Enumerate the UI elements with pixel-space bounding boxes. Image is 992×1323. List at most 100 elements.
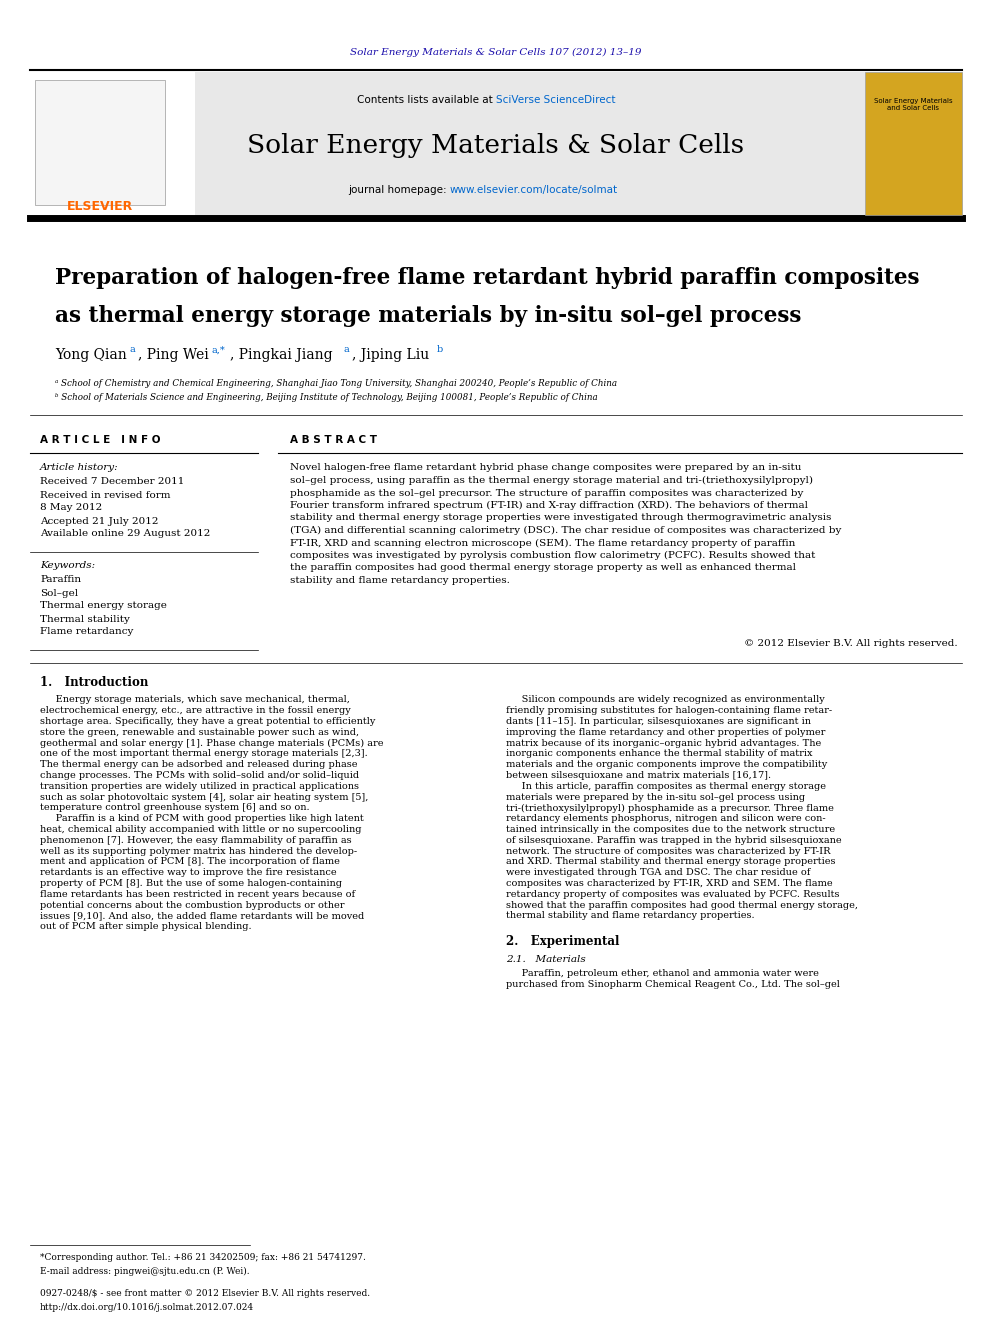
Text: composites was characterized by FT-IR, XRD and SEM. The flame: composites was characterized by FT-IR, X… bbox=[506, 878, 832, 888]
Text: a: a bbox=[129, 345, 135, 355]
Text: as thermal energy storage materials by in-situ sol–gel process: as thermal energy storage materials by i… bbox=[55, 306, 802, 327]
Text: Article history:: Article history: bbox=[40, 463, 119, 472]
Text: property of PCM [8]. But the use of some halogen-containing: property of PCM [8]. But the use of some… bbox=[40, 878, 342, 888]
Text: ᵇ School of Materials Science and Engineering, Beijing Institute of Technology, : ᵇ School of Materials Science and Engine… bbox=[55, 393, 598, 402]
Text: Sol–gel: Sol–gel bbox=[40, 589, 78, 598]
Text: Flame retardancy: Flame retardancy bbox=[40, 627, 133, 636]
Text: Solar Energy Materials
and Solar Cells: Solar Energy Materials and Solar Cells bbox=[874, 98, 952, 111]
Text: tained intrinsically in the composites due to the network structure: tained intrinsically in the composites d… bbox=[506, 826, 835, 833]
Text: flame retardants has been restricted in recent years because of: flame retardants has been restricted in … bbox=[40, 890, 355, 898]
Text: , Ping Wei: , Ping Wei bbox=[138, 348, 208, 363]
Text: Solar Energy Materials & Solar Cells: Solar Energy Materials & Solar Cells bbox=[247, 132, 745, 157]
Bar bbox=[35, 79, 165, 205]
Text: a: a bbox=[343, 345, 349, 355]
Text: sol–gel process, using paraffin as the thermal energy storage material and tri-(: sol–gel process, using paraffin as the t… bbox=[290, 476, 813, 486]
Text: a,*: a,* bbox=[211, 345, 225, 355]
Text: phosphamide as the sol–gel precursor. The structure of paraffin composites was c: phosphamide as the sol–gel precursor. Th… bbox=[290, 488, 804, 497]
Text: one of the most important thermal energy storage materials [2,3].: one of the most important thermal energy… bbox=[40, 750, 368, 758]
Text: The thermal energy can be adsorbed and released during phase: The thermal energy can be adsorbed and r… bbox=[40, 761, 357, 769]
Text: retardants is an effective way to improve the fire resistance: retardants is an effective way to improv… bbox=[40, 868, 336, 877]
Text: *Corresponding author. Tel.: +86 21 34202509; fax: +86 21 54741297.: *Corresponding author. Tel.: +86 21 3420… bbox=[40, 1253, 366, 1262]
Text: Keywords:: Keywords: bbox=[40, 561, 95, 570]
Text: A B S T R A C T: A B S T R A C T bbox=[290, 435, 377, 445]
Text: thermal stability and flame retardancy properties.: thermal stability and flame retardancy p… bbox=[506, 912, 755, 921]
Text: heat, chemical ability accompanied with little or no supercooling: heat, chemical ability accompanied with … bbox=[40, 826, 361, 833]
Text: 8 May 2012: 8 May 2012 bbox=[40, 504, 102, 512]
Text: Yong Qian: Yong Qian bbox=[55, 348, 127, 363]
Text: retardancy elements phosphorus, nitrogen and silicon were con-: retardancy elements phosphorus, nitrogen… bbox=[506, 814, 825, 823]
Text: stability and thermal energy storage properties were investigated through thermo: stability and thermal energy storage pro… bbox=[290, 513, 831, 523]
Text: change processes. The PCMs with solid–solid and/or solid–liquid: change processes. The PCMs with solid–so… bbox=[40, 771, 359, 781]
Text: composites was investigated by pyrolysis combustion flow calorimetry (PCFC). Res: composites was investigated by pyrolysis… bbox=[290, 550, 815, 560]
Text: store the green, renewable and sustainable power such as wind,: store the green, renewable and sustainab… bbox=[40, 728, 359, 737]
Text: , Jiping Liu: , Jiping Liu bbox=[352, 348, 430, 363]
Text: Accepted 21 July 2012: Accepted 21 July 2012 bbox=[40, 516, 159, 525]
Text: (TGA) and differential scanning calorimetry (DSC). The char residue of composite: (TGA) and differential scanning calorime… bbox=[290, 527, 841, 534]
Text: Novel halogen-free flame retardant hybrid phase change composites were prepared : Novel halogen-free flame retardant hybri… bbox=[290, 463, 802, 472]
Text: Solar Energy Materials & Solar Cells 107 (2012) 13–19: Solar Energy Materials & Solar Cells 107… bbox=[350, 48, 642, 57]
Text: Silicon compounds are widely recognized as environmentally: Silicon compounds are widely recognized … bbox=[506, 696, 824, 705]
Text: inorganic components enhance the thermal stability of matrix: inorganic components enhance the thermal… bbox=[506, 750, 812, 758]
Bar bbox=[865, 71, 962, 216]
Text: 2.1.   Materials: 2.1. Materials bbox=[506, 955, 585, 964]
Text: ᵃ School of Chemistry and Chemical Engineering, Shanghai Jiao Tong University, S: ᵃ School of Chemistry and Chemical Engin… bbox=[55, 378, 617, 388]
Text: 0927-0248/$ - see front matter © 2012 Elsevier B.V. All rights reserved.: 0927-0248/$ - see front matter © 2012 El… bbox=[40, 1289, 370, 1298]
Text: materials and the organic components improve the compatibility: materials and the organic components imp… bbox=[506, 761, 827, 769]
Text: Energy storage materials, which save mechanical, thermal,: Energy storage materials, which save mec… bbox=[40, 696, 350, 705]
Text: retardancy property of composites was evaluated by PCFC. Results: retardancy property of composites was ev… bbox=[506, 890, 839, 898]
Text: ELSEVIER: ELSEVIER bbox=[66, 201, 133, 213]
Text: electrochemical energy, etc., are attractive in the fossil energy: electrochemical energy, etc., are attrac… bbox=[40, 706, 351, 716]
Text: Paraffin: Paraffin bbox=[40, 576, 81, 585]
Text: well as its supporting polymer matrix has hindered the develop-: well as its supporting polymer matrix ha… bbox=[40, 847, 357, 856]
Text: www.elsevier.com/locate/solmat: www.elsevier.com/locate/solmat bbox=[450, 185, 618, 194]
Text: , Pingkai Jiang: , Pingkai Jiang bbox=[230, 348, 332, 363]
Text: Fourier transform infrared spectrum (FT-IR) and X-ray diffraction (XRD). The beh: Fourier transform infrared spectrum (FT-… bbox=[290, 501, 808, 511]
Text: the paraffin composites had good thermal energy storage property as well as enha: the paraffin composites had good thermal… bbox=[290, 564, 796, 573]
Text: © 2012 Elsevier B.V. All rights reserved.: © 2012 Elsevier B.V. All rights reserved… bbox=[744, 639, 958, 648]
Text: Received 7 December 2011: Received 7 December 2011 bbox=[40, 478, 185, 487]
Text: and XRD. Thermal stability and thermal energy storage properties: and XRD. Thermal stability and thermal e… bbox=[506, 857, 835, 867]
Text: were investigated through TGA and DSC. The char residue of: were investigated through TGA and DSC. T… bbox=[506, 868, 810, 877]
Text: materials were prepared by the in-situ sol–gel process using: materials were prepared by the in-situ s… bbox=[506, 792, 806, 802]
Text: journal homepage:: journal homepage: bbox=[348, 185, 450, 194]
Text: of silsesquioxane. Paraffin was trapped in the hybrid silsesquioxane: of silsesquioxane. Paraffin was trapped … bbox=[506, 836, 841, 845]
Text: issues [9,10]. And also, the added flame retardants will be moved: issues [9,10]. And also, the added flame… bbox=[40, 912, 364, 921]
Text: b: b bbox=[437, 345, 443, 355]
Text: shortage area. Specifically, they have a great potential to efficiently: shortage area. Specifically, they have a… bbox=[40, 717, 375, 726]
Text: such as solar photovoltaic system [4], solar air heating system [5],: such as solar photovoltaic system [4], s… bbox=[40, 792, 368, 802]
Text: purchased from Sinopharm Chemical Reagent Co., Ltd. The sol–gel: purchased from Sinopharm Chemical Reagen… bbox=[506, 980, 840, 990]
Text: phenomenon [7]. However, the easy flammability of paraffin as: phenomenon [7]. However, the easy flamma… bbox=[40, 836, 351, 845]
Text: stability and flame retardancy properties.: stability and flame retardancy propertie… bbox=[290, 576, 510, 585]
Text: SciVerse ScienceDirect: SciVerse ScienceDirect bbox=[496, 95, 615, 105]
Text: out of PCM after simple physical blending.: out of PCM after simple physical blendin… bbox=[40, 922, 252, 931]
Text: Received in revised form: Received in revised form bbox=[40, 491, 171, 500]
Text: FT-IR, XRD and scanning electron microscope (SEM). The flame retardancy property: FT-IR, XRD and scanning electron microsc… bbox=[290, 538, 796, 548]
Text: Thermal stability: Thermal stability bbox=[40, 614, 130, 623]
Text: Preparation of halogen-free flame retardant hybrid paraffin composites: Preparation of halogen-free flame retard… bbox=[55, 267, 920, 288]
Text: A R T I C L E   I N F O: A R T I C L E I N F O bbox=[40, 435, 161, 445]
Text: ment and application of PCM [8]. The incorporation of flame: ment and application of PCM [8]. The inc… bbox=[40, 857, 340, 867]
Text: Paraffin, petroleum ether, ethanol and ammonia water were: Paraffin, petroleum ether, ethanol and a… bbox=[506, 970, 818, 978]
Text: improving the flame retardancy and other properties of polymer: improving the flame retardancy and other… bbox=[506, 728, 825, 737]
Text: geothermal and solar energy [1]. Phase change materials (PCMs) are: geothermal and solar energy [1]. Phase c… bbox=[40, 738, 384, 747]
Text: matrix because of its inorganic–organic hybrid advantages. The: matrix because of its inorganic–organic … bbox=[506, 738, 821, 747]
Text: tri-(triethoxysilylpropyl) phosphamide as a precursor. Three flame: tri-(triethoxysilylpropyl) phosphamide a… bbox=[506, 803, 834, 812]
Text: showed that the paraffin composites had good thermal energy storage,: showed that the paraffin composites had … bbox=[506, 901, 858, 910]
Text: temperature control greenhouse system [6] and so on.: temperature control greenhouse system [6… bbox=[40, 803, 310, 812]
Text: dants [11–15]. In particular, silsesquioxanes are significant in: dants [11–15]. In particular, silsesquio… bbox=[506, 717, 811, 726]
Text: Contents lists available at: Contents lists available at bbox=[357, 95, 496, 105]
Text: between silsesquioxane and matrix materials [16,17].: between silsesquioxane and matrix materi… bbox=[506, 771, 771, 781]
Text: 2.   Experimental: 2. Experimental bbox=[506, 935, 619, 949]
Text: E-mail address: pingwei@sjtu.edu.cn (P. Wei).: E-mail address: pingwei@sjtu.edu.cn (P. … bbox=[40, 1266, 250, 1275]
Text: In this article, paraffin composites as thermal energy storage: In this article, paraffin composites as … bbox=[506, 782, 826, 791]
Text: Thermal energy storage: Thermal energy storage bbox=[40, 602, 167, 610]
Text: Available online 29 August 2012: Available online 29 August 2012 bbox=[40, 529, 210, 538]
Text: network. The structure of composites was characterized by FT-IR: network. The structure of composites was… bbox=[506, 847, 830, 856]
Text: friendly promising substitutes for halogen-containing flame retar-: friendly promising substitutes for halog… bbox=[506, 706, 832, 716]
Bar bbox=[30, 71, 195, 216]
Text: Paraffin is a kind of PCM with good properties like high latent: Paraffin is a kind of PCM with good prop… bbox=[40, 814, 364, 823]
Text: http://dx.doi.org/10.1016/j.solmat.2012.07.024: http://dx.doi.org/10.1016/j.solmat.2012.… bbox=[40, 1303, 254, 1311]
Text: 1.   Introduction: 1. Introduction bbox=[40, 676, 149, 688]
Text: potential concerns about the combustion byproducts or other: potential concerns about the combustion … bbox=[40, 901, 344, 910]
Bar bbox=[195, 71, 865, 216]
